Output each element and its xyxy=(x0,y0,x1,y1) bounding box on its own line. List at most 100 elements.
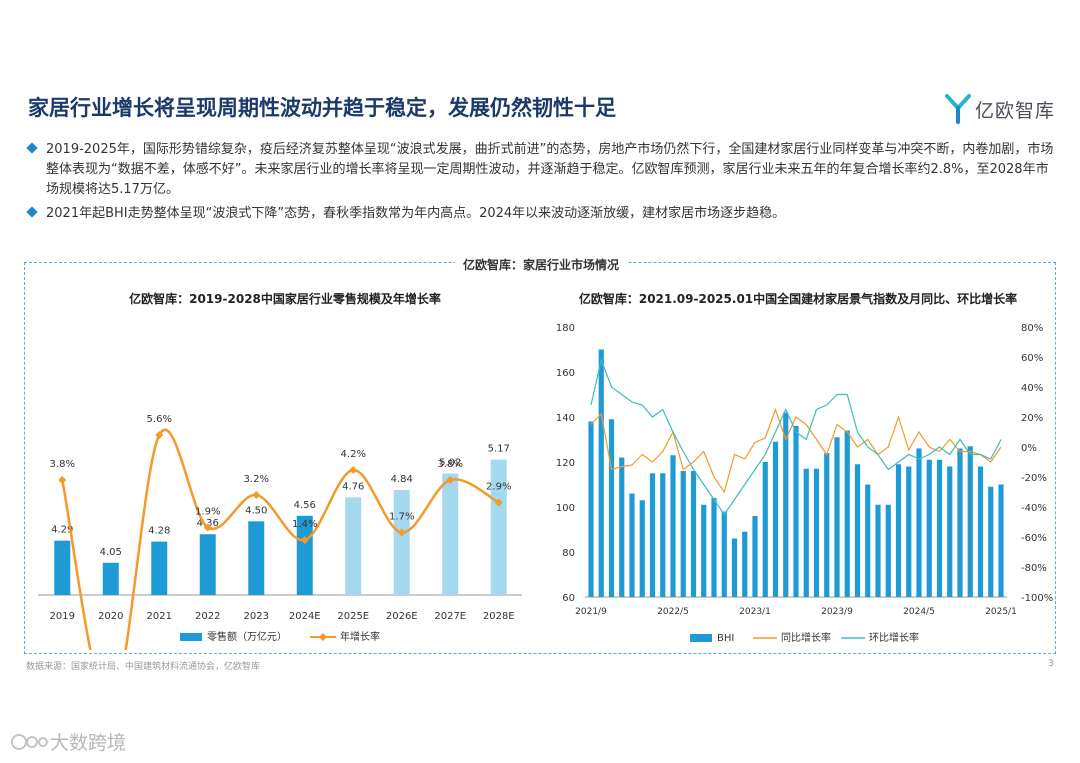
left-chart-title: 亿欧智库：2019-2028中国家居行业零售规模及年增长率 xyxy=(129,292,441,306)
bhi-bar xyxy=(824,453,830,597)
bhi-bar xyxy=(977,466,984,597)
x-tick-label: 2024/5 xyxy=(903,607,935,617)
bullet-text: 2021年起BHI走势整体呈现“波浪式下降”态势，春秋季指数常为年内高点。202… xyxy=(46,206,786,221)
bar-retail xyxy=(393,490,410,595)
bar-retail xyxy=(102,562,119,595)
x-tick-label: 2022 xyxy=(195,611,220,622)
bhi-bar xyxy=(916,448,922,597)
growth-rate-label: 1.7% xyxy=(389,512,414,523)
watermark: 大数跨境 xyxy=(10,728,126,755)
x-tick-label: 2020 xyxy=(98,611,123,622)
bhi-bar xyxy=(670,455,676,597)
x-tick-label: 2021 xyxy=(147,611,172,622)
growth-rate-label: 3.8% xyxy=(50,459,75,470)
bar-retail xyxy=(296,515,313,595)
bhi-bar xyxy=(957,448,963,597)
y-left-tick-label: 60 xyxy=(562,593,575,604)
bullet-item: 2021年起BHI走势整体呈现“波浪式下降”态势，春秋季指数常为年内高点。202… xyxy=(26,204,1058,224)
legend-swatch-bhi xyxy=(690,634,712,642)
y-left-tick-label: 160 xyxy=(556,368,575,379)
bar-value-label: 4.76 xyxy=(342,481,364,492)
legend-marker-growth xyxy=(319,633,327,641)
yoy-growth-line xyxy=(590,407,1002,494)
legend-label-yoy: 同比增长率 xyxy=(781,631,831,644)
growth-rate-point xyxy=(494,498,503,507)
bhi-bar xyxy=(649,473,656,597)
y-right-tick-label: 60% xyxy=(1021,353,1043,364)
bhi-bar xyxy=(967,446,973,597)
right-chart-title: 亿欧智库：2021.09-2025.01中国全国建材家居景气指数及月同比、环比增… xyxy=(578,292,1018,306)
bhi-bar xyxy=(588,421,594,597)
bar-retail xyxy=(490,459,507,595)
watermark-text: 大数跨境 xyxy=(50,732,127,754)
growth-rate-label: 5.6% xyxy=(147,414,172,425)
bhi-bar xyxy=(783,412,789,597)
x-tick-label: 2023/9 xyxy=(821,607,853,617)
x-tick-label: 2023/1 xyxy=(739,607,771,617)
y-left-tick-label: 120 xyxy=(556,458,575,469)
y-right-tick-label: -100% xyxy=(1021,593,1053,604)
y-right-tick-label: 40% xyxy=(1021,383,1043,394)
x-tick-label: 2027E xyxy=(434,611,466,622)
bar-retail xyxy=(151,541,168,595)
bhi-bar xyxy=(731,538,738,597)
y-left-tick-label: 80 xyxy=(562,548,575,559)
bhi-bar xyxy=(619,457,625,597)
bullet-text: 2019-2025年，国际形势错综复杂，疫后经济复苏整体呈现“波浪式发展，曲折式… xyxy=(46,142,1054,197)
bhi-bar xyxy=(629,493,635,597)
bar-retail xyxy=(199,534,216,595)
y-right-tick-label: -20% xyxy=(1021,473,1047,484)
growth-rate-line xyxy=(61,428,500,650)
x-tick-label: 2026E xyxy=(386,611,418,622)
brand-logo: 亿欧智库 xyxy=(945,94,1055,124)
bhi-bar xyxy=(998,484,1004,597)
bhi-bar xyxy=(639,500,645,597)
growth-rate-point xyxy=(300,536,309,544)
y-right-tick-label: 20% xyxy=(1021,413,1043,424)
bhi-bar xyxy=(762,462,768,597)
data-source: 数据来源：国家统计局、中国建筑材料流通协会，亿欧智库 xyxy=(26,662,261,672)
bar-retail xyxy=(442,473,459,595)
x-tick-label: 2022/5 xyxy=(657,607,689,617)
legend-label-mom: 环比增长率 xyxy=(869,631,919,644)
y-right-tick-label: -80% xyxy=(1021,563,1047,574)
watermark-logo-icon xyxy=(11,733,48,750)
bhi-bar xyxy=(865,484,871,597)
x-tick-label: 2021/9 xyxy=(575,607,607,617)
x-tick-label: 2019 xyxy=(50,611,75,622)
y-right-tick-label: 80% xyxy=(1021,323,1043,334)
bar-value-label: 4.29 xyxy=(51,525,73,536)
bhi-bar xyxy=(752,516,758,597)
growth-rate-point xyxy=(203,523,212,532)
legend-label-bhi: BHI xyxy=(717,633,734,644)
bhi-bar xyxy=(947,466,953,597)
bar-value-label: 4.05 xyxy=(100,547,122,558)
bhi-bar xyxy=(680,471,686,597)
legend-swatch-retail xyxy=(180,633,202,641)
bullet-item: 2019-2025年，国际形势错综复杂，疫后经济复苏整体呈现“波浪式发展，曲折式… xyxy=(26,140,1058,200)
growth-rate-label: 2.9% xyxy=(486,482,511,493)
y-left-tick-label: 100 xyxy=(556,503,575,514)
y-right-tick-label: -60% xyxy=(1021,533,1047,544)
bhi-bar xyxy=(690,471,697,597)
growth-rate-point xyxy=(349,466,358,474)
bhi-bar xyxy=(875,504,881,597)
bar-value-label: 4.84 xyxy=(391,474,413,485)
growth-rate-point xyxy=(155,431,164,439)
growth-rate-point xyxy=(397,528,406,537)
bar-value-label: 4.28 xyxy=(148,526,170,537)
bhi-index-chart: 60 80 100 120 140 160 180 -100% -80% -60% -40% -20%… xyxy=(556,323,1053,644)
x-tick-label: 2025/1 xyxy=(985,607,1017,617)
bar-retail xyxy=(248,521,265,595)
bhi-bar xyxy=(936,459,943,597)
logo-text: 亿欧智库 xyxy=(975,99,1056,122)
bhi-bar xyxy=(813,468,820,597)
bar-value-label: 5.02 xyxy=(439,457,461,468)
bhi-bar xyxy=(906,466,912,597)
growth-rate-label: 3.2% xyxy=(244,474,269,485)
panel-title: 亿欧智库：家居行业市场情况 xyxy=(454,258,627,272)
legend-label-growth: 年增长率 xyxy=(340,630,380,643)
y-right-tick-label: 0% xyxy=(1021,443,1037,454)
growth-rate-point xyxy=(446,476,455,484)
bhi-bar xyxy=(844,430,850,597)
